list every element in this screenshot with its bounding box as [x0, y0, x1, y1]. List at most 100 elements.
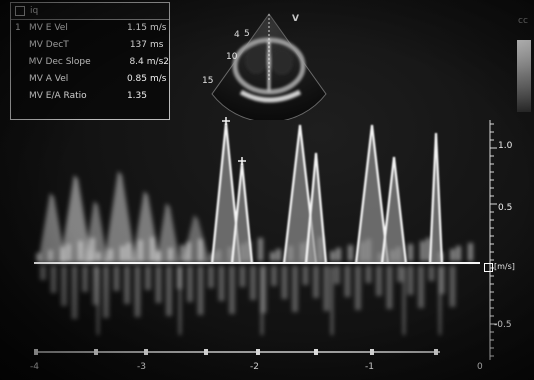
spectral-speckle: [313, 266, 319, 298]
time-tick: [256, 349, 260, 355]
measurement-row: MV DecT 137 ms: [11, 37, 169, 54]
spectral-fill: [306, 153, 326, 263]
spectral-speckle: [208, 266, 214, 288]
measurement-label: MV Dec Slope: [28, 57, 91, 67]
measurement-label: MV E/A Ratio: [29, 91, 87, 101]
time-tick-label: 0: [477, 362, 483, 372]
time-tick: [434, 349, 438, 355]
spectral-envelope: [60, 175, 92, 263]
spectral-speckle: [134, 266, 141, 317]
spectral-envelope: [38, 193, 66, 263]
checkbox-icon[interactable]: [15, 6, 25, 16]
measurement-panel: iq 1 MV E Vel 1.15 m/s MV DecT 137 ms MV…: [10, 2, 170, 120]
spectral-speckle: [330, 251, 335, 261]
measurement-row: MV Dec Slope 8.4 m/s2: [11, 54, 169, 71]
time-tick-label: -4: [30, 362, 39, 372]
spectral-speckle: [420, 241, 425, 261]
spectral-speckle: [198, 239, 203, 261]
time-tick-label: -1: [365, 362, 374, 372]
velocity-tick-label: -0.5: [494, 320, 512, 330]
spectral-speckle: [187, 266, 193, 302]
spectral-envelope: [156, 203, 180, 263]
time-tick: [204, 349, 208, 355]
spectral-envelope: [304, 152, 328, 264]
e-a-wave-envelopes: [210, 122, 444, 264]
spectral-speckle: [323, 266, 330, 311]
spectral-speckle: [60, 247, 65, 261]
spectral-speckle: [302, 266, 309, 285]
depth-label: 4: [234, 30, 240, 40]
measurement-label: MV E Vel: [29, 23, 68, 33]
spectral-speckle: [92, 266, 99, 305]
spectral-speckle: [113, 266, 120, 291]
spectral-speckle: [48, 250, 53, 261]
spectral-speckle: [126, 243, 131, 261]
spectral-speckle: [50, 266, 57, 293]
spectral-speckle: [229, 266, 235, 314]
measurement-unit: m/s: [150, 74, 167, 84]
velocity-tick-label: 0.5: [498, 203, 513, 213]
time-tick: [94, 349, 98, 355]
spectral-speckle: [407, 266, 414, 295]
spectral-speckle: [336, 248, 341, 261]
spectral-speckle: [355, 266, 361, 310]
forward-flow-spectrum: [36, 171, 473, 263]
time-tick: [34, 349, 38, 355]
spectral-envelope: [354, 124, 390, 264]
spectral-speckle: [450, 249, 455, 261]
spectral-speckle: [155, 266, 162, 303]
time-tick-label: -2: [250, 362, 259, 372]
measurement-unit: ms: [150, 40, 164, 50]
time-tick-label: -3: [137, 362, 146, 372]
depth-label: 5: [244, 29, 250, 39]
velocity-unit-label: [m/s]: [494, 262, 515, 271]
spectral-speckle: [168, 248, 173, 261]
spectral-envelope: [380, 156, 408, 264]
spectral-speckle: [439, 266, 445, 294]
time-tick: [314, 349, 318, 355]
spectral-fill: [232, 163, 252, 263]
grayscale-bar: [517, 40, 531, 112]
spectral-speckle: [90, 238, 95, 261]
spectral-speckle: [166, 266, 172, 316]
orientation-marker: V: [292, 14, 299, 24]
spectral-speckle: [334, 266, 340, 284]
measurement-label: MV A Vel: [29, 74, 69, 84]
spectral-fill: [284, 125, 316, 263]
spectral-fill: [212, 123, 240, 263]
spectral-speckle: [78, 241, 83, 261]
spectral-speckle: [96, 252, 101, 261]
spectral-speckle: [36, 253, 41, 261]
spectral-speckle: [40, 266, 46, 280]
measurement-row: MV E/A Ratio 1.35: [11, 88, 169, 105]
spectral-fill: [430, 133, 442, 263]
reverse-flow-spectrum: [40, 266, 456, 335]
measurement-value: 1.35: [126, 91, 147, 101]
baseline-marker-icon: [484, 263, 493, 272]
spectral-speckle: [386, 266, 393, 309]
spectral-speckle: [418, 266, 424, 308]
measurement-value: 1.15: [126, 23, 147, 33]
measurement-cursors: [222, 117, 246, 165]
time-tick-marks: [34, 349, 438, 355]
spectral-envelope: [132, 191, 160, 263]
spectral-speckle: [428, 266, 435, 281]
spectral-speckle: [150, 237, 155, 261]
measurement-value: 0.85: [126, 74, 147, 84]
measurement-index: 1: [15, 23, 21, 33]
spectral-speckle: [250, 266, 256, 300]
spectral-speckle: [186, 242, 191, 261]
spectral-speckle: [61, 266, 67, 306]
spectral-speckle: [260, 266, 267, 313]
velocity-tick-marks: [490, 123, 497, 357]
measurement-value: 137: [129, 40, 147, 50]
measurement-unit: m/s: [150, 23, 167, 33]
spectral-speckle: [71, 266, 78, 319]
measurement-row: MV A Vel 0.85 m/s: [11, 71, 169, 88]
spectral-speckle: [124, 266, 130, 304]
spectral-speckle: [108, 249, 113, 261]
spectral-speckle: [156, 251, 161, 261]
spectral-speckle: [397, 266, 403, 282]
